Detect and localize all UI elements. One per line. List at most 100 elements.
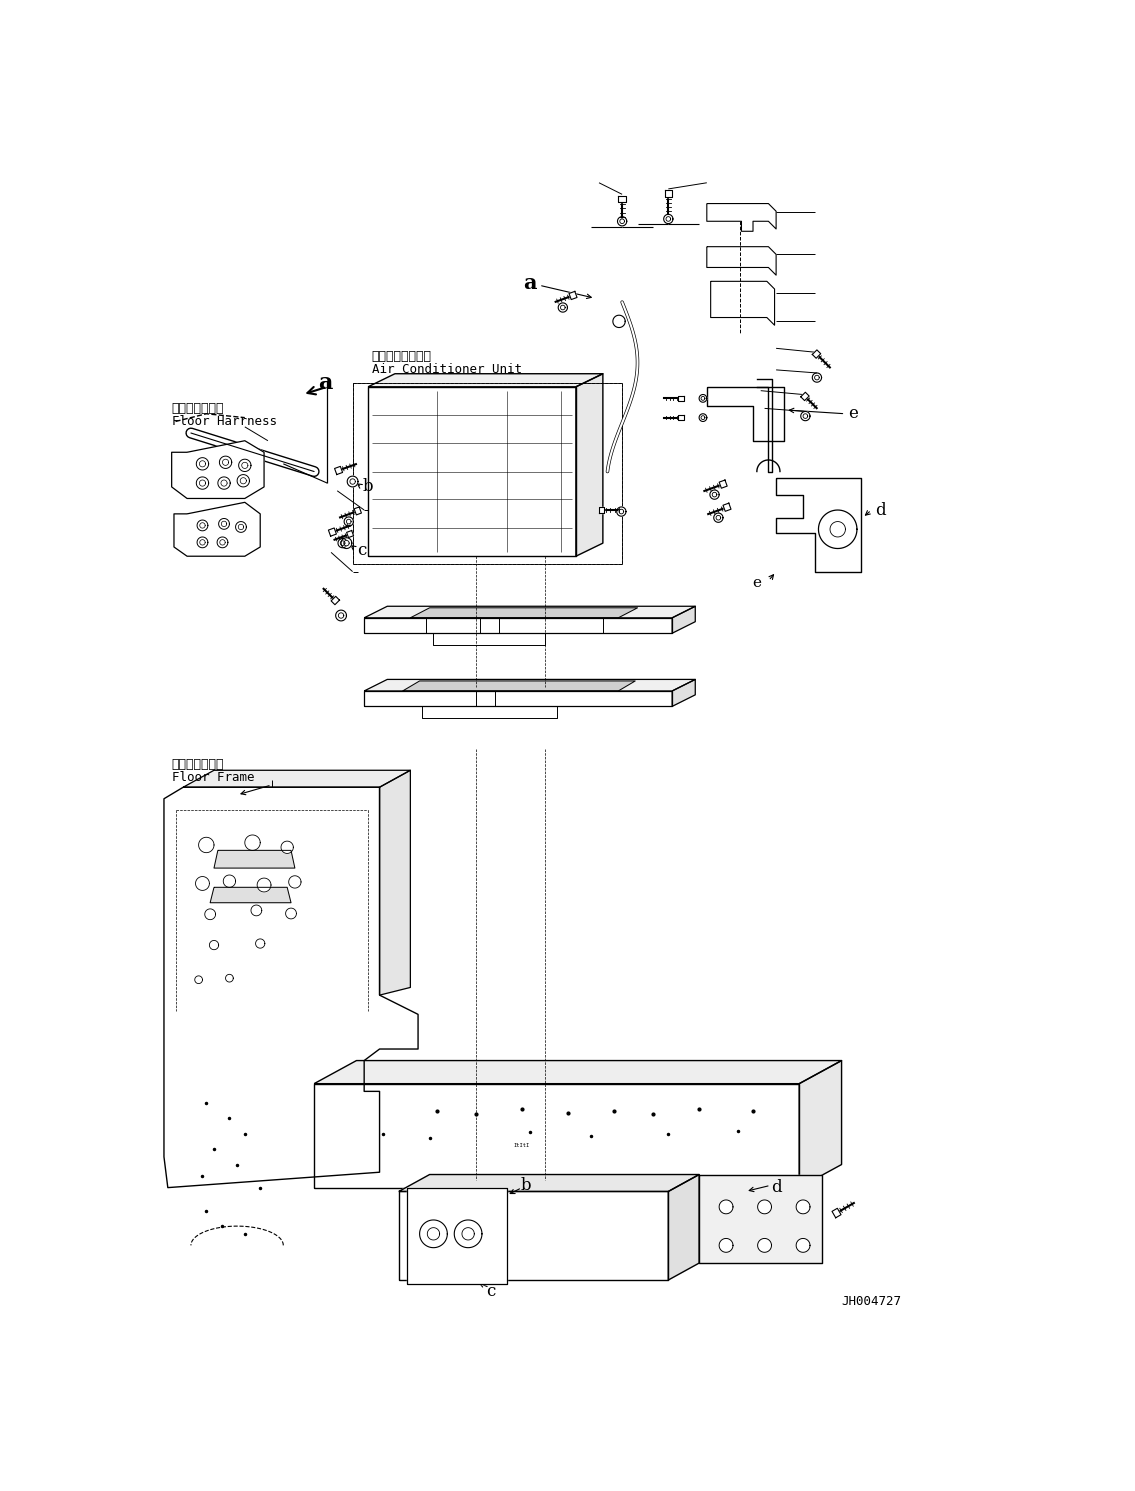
Polygon shape: [758, 1239, 772, 1252]
Text: b: b: [521, 1176, 531, 1194]
Polygon shape: [344, 517, 353, 526]
Polygon shape: [174, 502, 260, 556]
Polygon shape: [620, 219, 624, 224]
Text: フロアハーネス: フロアハーネス: [171, 403, 224, 414]
Polygon shape: [403, 681, 636, 690]
Polygon shape: [830, 522, 846, 537]
Text: Floor Harrness: Floor Harrness: [171, 414, 277, 428]
Polygon shape: [714, 513, 723, 522]
Polygon shape: [226, 974, 234, 983]
Polygon shape: [707, 246, 776, 276]
Polygon shape: [666, 216, 671, 221]
Text: d: d: [875, 501, 885, 519]
Text: ItItI: ItItI: [514, 1142, 530, 1148]
Polygon shape: [200, 540, 205, 546]
Polygon shape: [210, 887, 291, 902]
Polygon shape: [672, 607, 696, 634]
Polygon shape: [314, 1084, 799, 1188]
Text: e: e: [848, 406, 858, 422]
Polygon shape: [411, 608, 638, 617]
Polygon shape: [258, 878, 271, 892]
Polygon shape: [346, 531, 354, 538]
Polygon shape: [224, 875, 236, 887]
Polygon shape: [183, 771, 411, 787]
Polygon shape: [364, 607, 696, 617]
Text: JH004727: JH004727: [841, 1296, 901, 1308]
Polygon shape: [569, 291, 577, 300]
Polygon shape: [616, 507, 627, 516]
Polygon shape: [255, 939, 264, 948]
Polygon shape: [354, 507, 361, 514]
Polygon shape: [200, 480, 205, 486]
Polygon shape: [368, 386, 575, 556]
Polygon shape: [701, 397, 705, 400]
Polygon shape: [665, 191, 672, 197]
Polygon shape: [664, 215, 673, 224]
Polygon shape: [801, 392, 809, 401]
Polygon shape: [613, 315, 625, 328]
Polygon shape: [364, 617, 672, 634]
Polygon shape: [801, 412, 810, 420]
Text: e: e: [753, 576, 762, 590]
Polygon shape: [281, 841, 293, 853]
Polygon shape: [344, 540, 350, 546]
Polygon shape: [195, 877, 209, 890]
Polygon shape: [340, 541, 345, 546]
Polygon shape: [818, 510, 857, 549]
Text: Floor Frame: Floor Frame: [171, 771, 254, 784]
Polygon shape: [209, 941, 219, 950]
Polygon shape: [617, 216, 627, 227]
Polygon shape: [712, 492, 717, 497]
Polygon shape: [221, 522, 227, 526]
Polygon shape: [368, 374, 603, 386]
Polygon shape: [720, 1200, 733, 1214]
Polygon shape: [237, 474, 250, 488]
Polygon shape: [679, 414, 683, 420]
Polygon shape: [238, 459, 251, 471]
Polygon shape: [561, 306, 565, 310]
Polygon shape: [711, 282, 774, 325]
Polygon shape: [799, 1060, 841, 1188]
Polygon shape: [720, 480, 728, 488]
Polygon shape: [462, 1227, 474, 1241]
Polygon shape: [813, 350, 821, 358]
Polygon shape: [599, 507, 605, 513]
Polygon shape: [236, 522, 246, 532]
Polygon shape: [347, 476, 358, 488]
Polygon shape: [716, 516, 721, 520]
Polygon shape: [669, 1175, 699, 1279]
Polygon shape: [701, 416, 705, 419]
Polygon shape: [672, 680, 696, 707]
Polygon shape: [619, 195, 625, 201]
Polygon shape: [776, 477, 860, 571]
Text: エアコンユニット: エアコンユニット: [372, 349, 431, 362]
Polygon shape: [575, 374, 603, 556]
Polygon shape: [196, 458, 209, 470]
Polygon shape: [221, 480, 227, 486]
Polygon shape: [454, 1220, 482, 1248]
Polygon shape: [200, 461, 205, 467]
Text: フロアフレーム: フロアフレーム: [171, 757, 224, 771]
Polygon shape: [420, 1220, 447, 1248]
Polygon shape: [219, 456, 232, 468]
Text: c: c: [487, 1284, 496, 1300]
Polygon shape: [679, 395, 683, 401]
Polygon shape: [699, 1175, 823, 1263]
Text: Air Conditioner Unit: Air Conditioner Unit: [372, 364, 522, 376]
Polygon shape: [218, 477, 230, 489]
Polygon shape: [422, 690, 556, 719]
Polygon shape: [215, 850, 295, 868]
Text: a: a: [319, 371, 333, 394]
Polygon shape: [364, 690, 672, 707]
Polygon shape: [288, 875, 301, 889]
Polygon shape: [832, 1208, 841, 1218]
Text: c: c: [358, 541, 367, 559]
Polygon shape: [406, 1188, 506, 1284]
Polygon shape: [220, 540, 225, 546]
Text: b: b: [363, 479, 373, 495]
Polygon shape: [364, 680, 696, 690]
Polygon shape: [796, 1239, 810, 1252]
Polygon shape: [336, 610, 346, 620]
Polygon shape: [195, 977, 202, 984]
Polygon shape: [720, 1239, 733, 1252]
